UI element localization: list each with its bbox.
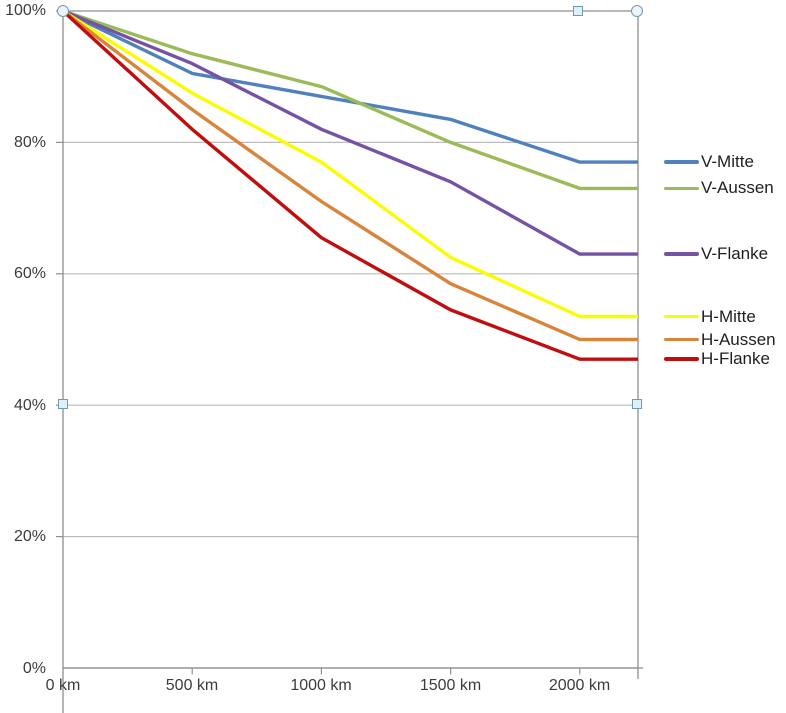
legend-item-h-mitte[interactable]: H-Mitte	[664, 306, 756, 328]
legend-swatch-h-aussen	[664, 337, 699, 342]
selection-handle-top-left-circle[interactable]	[57, 5, 69, 17]
x-axis-label-0km: 0 km	[45, 677, 81, 694]
x-axis-label-1500km: 1500 km	[419, 677, 482, 694]
legend-swatch-h-flanke	[664, 357, 699, 361]
selection-handle-right-mid-square[interactable]	[632, 399, 642, 409]
y-axis-label-40: 40%	[13, 397, 46, 414]
series-line-v-flanke[interactable]	[62, 9, 638, 256]
y-axis-label-100: 100%	[5, 2, 46, 19]
legend-item-v-mitte[interactable]: V-Mitte	[664, 151, 754, 173]
legend-label-v-mitte: V-Mitte	[701, 152, 754, 172]
legend-swatch-v-aussen	[664, 186, 699, 191]
y-axis-label-20: 20%	[13, 528, 46, 545]
legend-label-v-flanke: V-Flanke	[701, 244, 769, 264]
legend-swatch-v-flanke	[664, 252, 699, 256]
legend-item-h-aussen[interactable]: H-Aussen	[664, 329, 776, 351]
x-axis-label-1000km: 1000 km	[290, 677, 352, 694]
series-line-v-mitte[interactable]	[62, 9, 638, 164]
series-line-h-mitte[interactable]	[62, 9, 638, 319]
legend-item-v-aussen[interactable]: V-Aussen	[664, 177, 774, 199]
legend-swatch-v-mitte	[664, 160, 699, 164]
y-axis-label-60: 60%	[13, 265, 46, 282]
legend-label-v-aussen: V-Aussen	[701, 178, 774, 198]
selection-handle-top-square[interactable]	[573, 6, 583, 16]
series-line-v-aussen[interactable]	[62, 9, 638, 191]
legend-item-v-flanke[interactable]: V-Flanke	[664, 243, 768, 265]
x-axis-label-2000km: 2000 km	[548, 677, 611, 694]
series-line-h-aussen[interactable]	[61, 9, 638, 342]
legend-label-h-mitte: H-Mitte	[701, 306, 756, 326]
y-axis-label-80: 80%	[13, 134, 46, 151]
x-axis-label-500km: 500 km	[165, 677, 219, 694]
y-axis-label-0: 0%	[22, 660, 46, 677]
selection-handle-top-right-circle[interactable]	[631, 5, 643, 17]
legend-label-h-flanke: H-Flanke	[701, 349, 770, 369]
series-line-h-flanke[interactable]	[61, 9, 638, 361]
selection-handle-left-mid-square[interactable]	[58, 399, 68, 409]
legend-swatch-h-mitte	[664, 314, 699, 319]
legend-label-h-aussen: H-Aussen	[701, 329, 776, 349]
legend-item-h-flanke[interactable]: H-Flanke	[664, 348, 770, 370]
